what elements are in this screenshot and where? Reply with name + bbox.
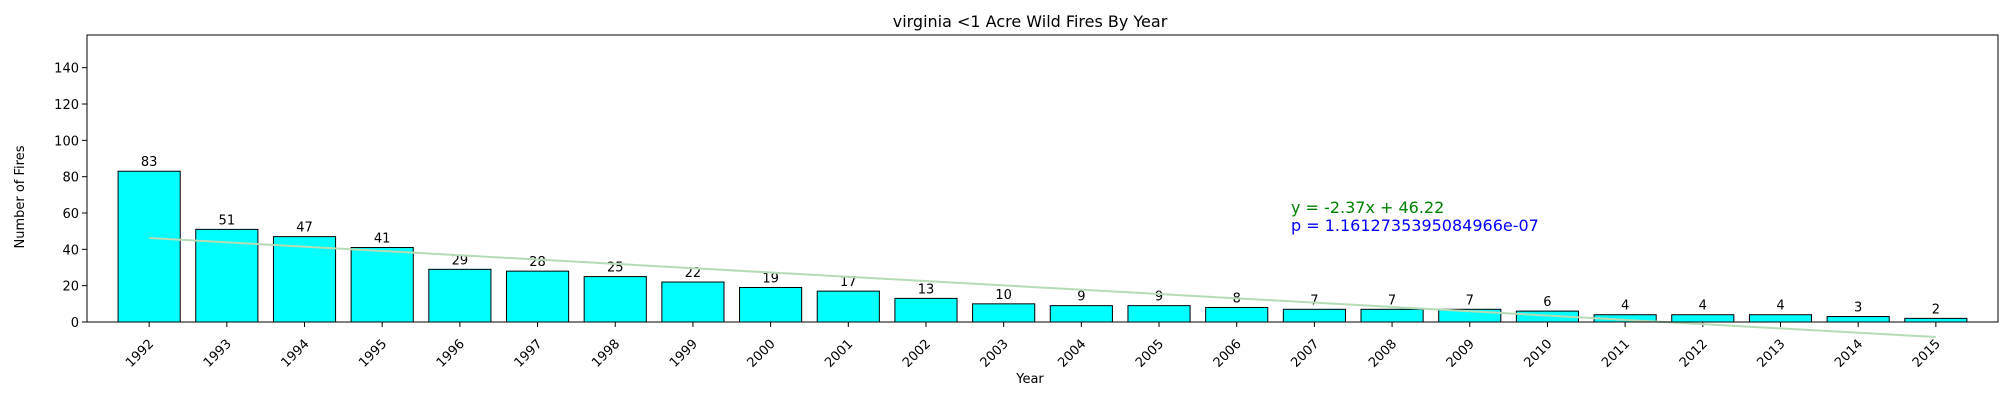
bar — [505, 270, 570, 323]
bar-value-label: 83 — [141, 155, 158, 170]
bar — [1671, 314, 1735, 323]
x-tick-label: 2015 — [1910, 337, 1944, 371]
trend-equation: y = -2.37x + 46.22 — [1291, 198, 1444, 217]
x-tick-label: 1999 — [667, 337, 701, 371]
x-axis-label: Year — [1015, 372, 1044, 387]
bar — [272, 236, 337, 323]
bar-value-label: 2 — [1932, 302, 1940, 317]
y-tick-label: 80 — [62, 171, 79, 186]
x-tick-label: 1998 — [589, 337, 623, 371]
bar — [972, 303, 1036, 323]
bar-value-label: 51 — [219, 213, 236, 228]
bar-value-label: 28 — [529, 255, 546, 270]
bar-value-label: 7 — [1310, 293, 1318, 308]
x-tick-label: 2012 — [1677, 337, 1711, 371]
bar-value-label: 13 — [918, 282, 935, 297]
x-tick-label: 1992 — [123, 337, 157, 371]
x-tick-label: 2000 — [745, 337, 779, 371]
bar-value-label: 4 — [1699, 299, 1707, 314]
bar — [195, 228, 259, 323]
x-tick-label: 2006 — [1211, 337, 1245, 371]
x-tick-label: 2002 — [900, 337, 934, 371]
bar-value-label: 7 — [1466, 293, 1474, 308]
bar — [1748, 314, 1813, 323]
x-tick-label: 1996 — [434, 337, 468, 371]
bar — [1049, 305, 1113, 323]
bar — [350, 247, 414, 323]
x-tick-label: 1997 — [512, 337, 546, 371]
bar-value-label: 47 — [296, 221, 313, 236]
bar — [661, 281, 725, 323]
bar — [583, 276, 647, 323]
bar-value-label: 29 — [452, 253, 469, 268]
bar — [428, 268, 492, 323]
x-tick-label: 2010 — [1521, 337, 1555, 371]
y-tick-label: 100 — [54, 134, 79, 149]
bar-value-label: 3 — [1854, 301, 1862, 316]
x-tick-label: 2009 — [1444, 337, 1478, 371]
x-tick-label: 2004 — [1055, 337, 1089, 371]
bar-value-label: 22 — [685, 266, 702, 281]
bar — [1904, 317, 1968, 323]
x-tick-label: 2003 — [978, 337, 1012, 371]
bar — [1282, 308, 1346, 323]
trend-pvalue: p = 1.1612735395084966e-07 — [1291, 216, 1539, 235]
bar — [894, 297, 958, 323]
bar — [1826, 316, 1890, 323]
x-tick-label: 1994 — [279, 337, 313, 371]
y-tick-label: 120 — [54, 98, 79, 113]
plot-area: 0204060801001201408319925119934719944119… — [54, 62, 1968, 371]
bar — [739, 286, 803, 323]
x-tick-label: 2014 — [1832, 337, 1866, 371]
plot-frame — [86, 34, 1999, 323]
y-tick-label: 140 — [54, 62, 79, 77]
x-tick-label: 2008 — [1366, 337, 1400, 371]
bar-value-label: 10 — [995, 288, 1012, 303]
y-axis-label: Number of Fires — [13, 145, 28, 248]
bar-value-label: 9 — [1155, 290, 1163, 305]
bar-value-label: 7 — [1388, 293, 1396, 308]
x-tick-label: 2001 — [822, 337, 856, 371]
bar-value-label: 6 — [1543, 295, 1551, 310]
x-tick-label: 2013 — [1754, 337, 1788, 371]
chart-title: virginia <1 Acre Wild Fires By Year — [893, 12, 1168, 31]
bar-value-label: 9 — [1077, 290, 1085, 305]
bar-value-label: 4 — [1776, 299, 1784, 314]
bar — [1127, 305, 1191, 323]
bar-value-label: 4 — [1621, 299, 1629, 314]
x-tick-label: 2007 — [1288, 337, 1322, 371]
bar — [117, 170, 181, 323]
bar-value-label: 17 — [840, 275, 857, 290]
x-tick-label: 2011 — [1599, 337, 1633, 371]
bar-value-label: 41 — [374, 232, 391, 247]
x-tick-label: 1993 — [201, 337, 235, 371]
bar — [1205, 306, 1269, 323]
x-tick-label: 1995 — [356, 337, 390, 371]
trend-line — [149, 237, 1936, 339]
bar-value-label: 19 — [762, 271, 779, 286]
y-tick-label: 40 — [62, 243, 79, 258]
y-tick-label: 20 — [62, 280, 79, 295]
bar — [1360, 308, 1424, 323]
x-tick-label: 2005 — [1133, 337, 1167, 371]
y-tick-label: 0 — [71, 316, 79, 331]
y-tick-label: 60 — [62, 207, 79, 222]
bar — [816, 290, 880, 323]
